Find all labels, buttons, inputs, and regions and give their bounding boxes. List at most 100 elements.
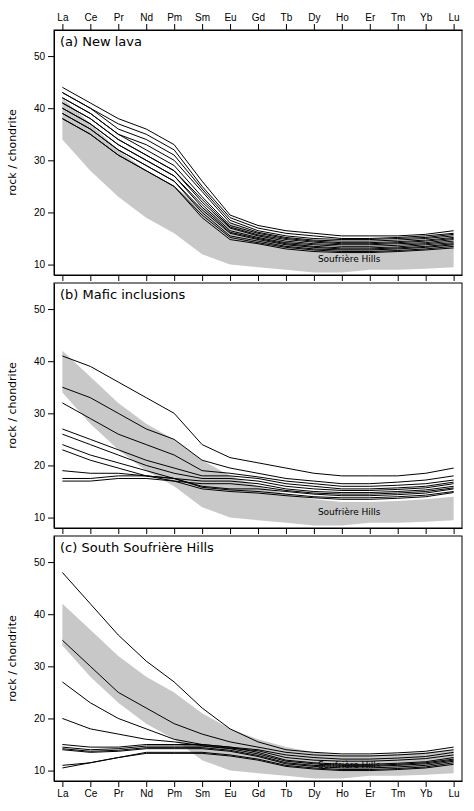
tick-label: La: [57, 12, 69, 23]
tick-mark: [202, 24, 203, 30]
y-tick: 10: [34, 512, 54, 523]
y-tick: 30: [34, 408, 54, 419]
tick-mark: [426, 275, 427, 281]
tick-mark: [342, 781, 343, 787]
tick-mark: [174, 275, 175, 281]
tick-label: La: [57, 788, 69, 799]
tick-label: Pm: [167, 788, 182, 799]
x-tick: [62, 275, 63, 281]
x-tick: [202, 275, 203, 281]
tick-mark: [258, 781, 259, 787]
tick-label: Lu: [449, 788, 460, 799]
tick-mark: [426, 528, 427, 534]
tick-label: Tb: [281, 12, 293, 23]
sample-line: [62, 98, 453, 243]
plot-area: [62, 87, 453, 272]
y-tick: 10: [34, 259, 54, 270]
tick-label: 20: [34, 460, 46, 471]
y-axis: 1020304050: [34, 537, 55, 782]
tick-mark: [370, 781, 371, 787]
tick-mark: [454, 528, 455, 534]
tick-mark: [454, 24, 455, 30]
tick-mark: [202, 275, 203, 281]
tick-label: 50: [34, 51, 46, 62]
x-tick: [342, 528, 343, 534]
tick-mark: [370, 24, 371, 30]
y-tick: 40: [34, 103, 54, 114]
x-tick: Yb: [420, 12, 433, 30]
x-tick: [202, 528, 203, 534]
x-tick: Dy: [308, 12, 320, 30]
band-label: Soufrière Hills: [318, 254, 381, 264]
tick-mark: [48, 309, 54, 310]
x-tick: [314, 275, 315, 281]
tick-mark: [48, 614, 54, 615]
tick-label: 30: [34, 408, 46, 419]
x-axis-bottom: [55, 275, 463, 281]
sample-line: [62, 476, 453, 498]
x-tick: Gd: [252, 12, 265, 30]
x-tick: Er: [365, 12, 376, 30]
tick-mark: [258, 528, 259, 534]
tick-mark: [398, 275, 399, 281]
sample-line: [62, 108, 453, 248]
tick-mark: [62, 528, 63, 534]
x-tick: [118, 275, 119, 281]
tick-mark: [62, 275, 63, 281]
x-tick: [286, 528, 287, 534]
tick-label: Sm: [195, 788, 210, 799]
sample-line: [62, 113, 453, 249]
tick-mark: [48, 718, 54, 719]
tick-label: Ho: [336, 788, 349, 799]
x-tick: Eu: [224, 781, 236, 799]
x-tick: Yb: [420, 781, 433, 799]
x-tick: [286, 275, 287, 281]
tick-mark: [314, 24, 315, 30]
tick-mark: [230, 781, 231, 787]
y-axis: 10 20 30 40 50: [34, 284, 55, 529]
sample-line: [62, 752, 453, 769]
x-tick: Pr: [114, 12, 125, 30]
tick-label: Sm: [195, 12, 210, 23]
tick-label: Ce: [84, 788, 97, 799]
tick-mark: [174, 528, 175, 534]
tick-label: Eu: [224, 788, 236, 799]
chart: 10 20 30 40 50 La Ce Pr Nd Pm Sm Eu Gd Tb Dy Ho Er Tm Yb Lu…: [0, 0, 474, 811]
x-tick: [342, 275, 343, 281]
y-axis: 1020304050: [34, 31, 55, 276]
x-tick: [398, 275, 399, 281]
tick-mark: [48, 518, 54, 519]
tick-mark: [146, 528, 147, 534]
tick-label: Ce: [84, 12, 97, 23]
y-tick: 10: [34, 765, 54, 776]
band-label: Soufrière Hills: [318, 507, 381, 517]
tick-mark: [48, 666, 54, 667]
band-area: [62, 351, 453, 526]
tick-mark: [230, 275, 231, 281]
x-tick: Dy: [308, 781, 320, 799]
y-axis-title: rock / chondrite: [6, 109, 19, 196]
tick-label: 10: [34, 765, 46, 776]
tick-label: 50: [34, 557, 46, 568]
x-tick: Gd: [252, 781, 265, 799]
tick-mark: [342, 528, 343, 534]
y-tick: 40: [34, 356, 54, 367]
tick-label: Tm: [391, 788, 405, 799]
x-tick: Pm: [167, 781, 182, 799]
tick-label: Yb: [420, 12, 433, 23]
x-tick: Pr: [114, 781, 125, 799]
tick-label: 50: [34, 304, 46, 315]
tick-mark: [258, 24, 259, 30]
tick-mark: [398, 24, 399, 30]
tick-label: 40: [34, 356, 46, 367]
tick-label: Er: [365, 788, 376, 799]
tick-mark: [454, 275, 455, 281]
tick-label: Nd: [140, 12, 153, 23]
tick-mark: [202, 528, 203, 534]
tick-label: Nd: [140, 788, 153, 799]
tick-mark: [286, 24, 287, 30]
tick-label: Gd: [252, 788, 265, 799]
x-tick: [258, 528, 259, 534]
tick-label: Dy: [308, 788, 320, 799]
tick-label: 20: [34, 207, 46, 218]
